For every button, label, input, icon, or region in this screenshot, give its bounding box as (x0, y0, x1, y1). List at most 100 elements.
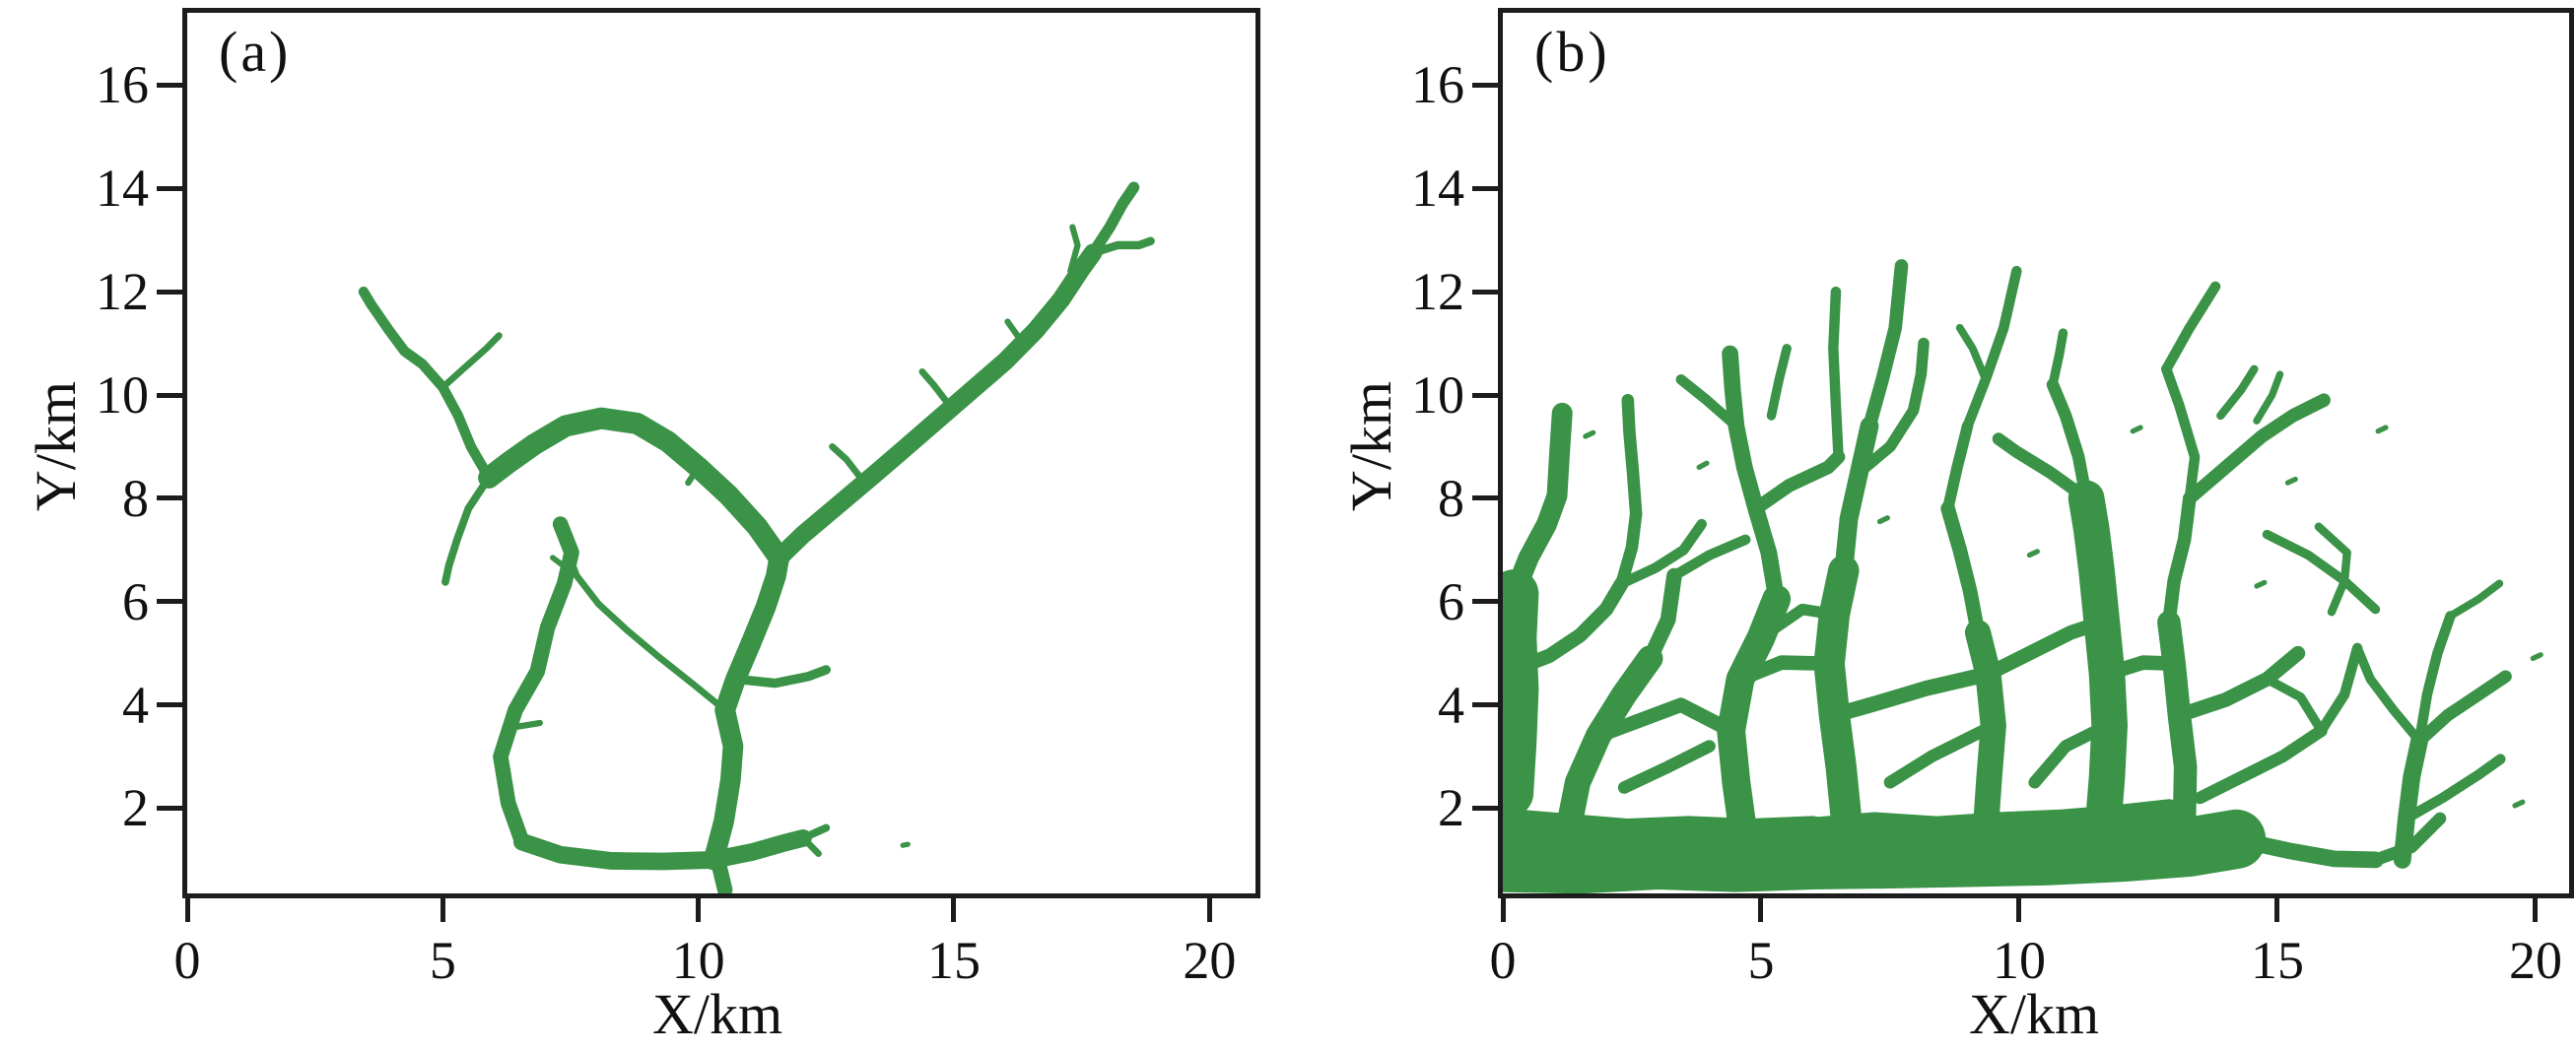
channel-b60-tip-diag2 (2253, 370, 2284, 425)
y-tick-label: 2 (1438, 778, 1464, 838)
panel-label-b: (b) (1534, 20, 1610, 84)
x-tick-label: 15 (2250, 931, 2304, 990)
y-tick-mark (1472, 495, 1498, 501)
channel-b68-speck8 (2530, 652, 2543, 662)
y-tick-label: 4 (122, 675, 149, 735)
y-tick-mark (1472, 599, 1498, 605)
plot-area-a: (a) (182, 8, 1260, 898)
channel-a08-east-twig (730, 665, 831, 689)
x-tick-label: 10 (1992, 931, 2046, 990)
channel-a15-ne-twig1 (829, 443, 868, 487)
channel-b20-trunk4-up (1940, 501, 1986, 640)
channel-b11-trunk1 (1554, 645, 1663, 847)
x-axis-label-a: X/km (651, 982, 783, 1046)
y-tick-label: 10 (96, 365, 149, 425)
x-tick-label: 15 (926, 931, 981, 990)
channel-network-map-a (358, 181, 1155, 893)
channel-b17-spike-tall (1863, 259, 1909, 433)
channel-b56-east-br5 (2446, 579, 2504, 621)
channel-b58-gap-diag2 (2314, 522, 2351, 617)
channel-a02-bottom-fork-ne (799, 823, 831, 842)
channel-a18-nw-wide (478, 407, 790, 569)
y-tick-label: 14 (96, 159, 149, 219)
x-tick-mark (1758, 898, 1764, 922)
y-tick-mark (157, 82, 182, 88)
channel-b26-trunk5-tip (2048, 328, 2068, 390)
x-tick-mark (440, 898, 445, 922)
y-tick-label: 12 (96, 262, 149, 322)
channel-b44-mesh-8 (1883, 719, 2000, 789)
channel-a19-nw-stub (685, 464, 702, 487)
channel-b42-mesh-6 (2172, 645, 2306, 723)
y-tick-mark (157, 392, 182, 398)
x-tick-mark (2016, 898, 2022, 922)
channel-b04-band-ext (2227, 830, 2384, 869)
x-axis-label-b: X/km (1968, 982, 2100, 1046)
x-tick-mark (696, 898, 702, 922)
channel-b40-mesh-4 (1981, 615, 2110, 682)
channel-b18-spike-left (1828, 286, 1844, 463)
panel-label-a: (a) (219, 20, 292, 84)
x-tick-label: 0 (173, 931, 201, 990)
channel-a12-ne-tip-main (1087, 181, 1140, 259)
x-tick-label: 10 (671, 931, 725, 990)
channel-b62-speck2 (1876, 515, 1890, 525)
channel-b54-east-br3 (2352, 643, 2424, 747)
channel-b16-trunk3-up (1834, 417, 1879, 580)
channel-a22-nw-descender (441, 473, 493, 586)
x-tick-label: 5 (429, 931, 456, 990)
plot-area-b: (b) (1498, 8, 2574, 898)
x-tick-label: 20 (1183, 931, 1237, 990)
channel-b02-band-top-west (1503, 808, 1826, 845)
x-tick-mark (2274, 898, 2280, 922)
channel-b46-mesh-10 (1755, 603, 1841, 644)
channel-b47-mesh-11 (1668, 534, 1751, 581)
channel-b37-mesh-1 (1591, 697, 1738, 744)
y-tick-mark (1472, 805, 1498, 811)
x-tick-mark (1206, 898, 1212, 922)
channel-a01-bottom-channel (512, 828, 812, 871)
x-tick-mark (2533, 898, 2539, 922)
panel-b: (b) X/km Y/km 0 5 10 15 20 2 4 6 8 10 12 14 16 (1288, 0, 2576, 1052)
channel-a17-ne-twig3 (1004, 318, 1027, 347)
channel-a14-ne-tip-up (1067, 224, 1081, 275)
x-tick-label: 5 (1747, 931, 1775, 990)
channel-a03-bottom-fork-se (799, 834, 822, 858)
y-tick-mark (1472, 185, 1498, 191)
y-tick-label: 8 (1438, 468, 1464, 528)
channel-b01-bottom-band (1503, 809, 2267, 893)
channel-b28-trunk6-up (2162, 492, 2197, 629)
channel-b61-speck1 (1696, 460, 1710, 471)
channel-b49-mesh-13 (2316, 642, 2363, 737)
x-tick-mark (1500, 898, 1506, 922)
channel-b06-left-blob (1503, 568, 1539, 818)
y-tick-label: 6 (122, 571, 149, 631)
channel-b66-speck6 (2375, 425, 2389, 434)
channel-b67-speck7 (2512, 799, 2526, 809)
y-tick-mark (1472, 702, 1498, 708)
channel-a13-ne-tip-east (1088, 236, 1155, 258)
y-tick-mark (1472, 289, 1498, 295)
channel-b43-mesh-7 (1617, 740, 1716, 794)
channel-a11-main-ne (770, 243, 1103, 567)
channel-b51-east-trunk (2393, 732, 2428, 869)
channel-a21-nw-twig (439, 332, 503, 391)
channel-b35-ne-channel (2183, 393, 2331, 505)
x-tick-mark (951, 898, 957, 922)
channel-b10-left-fork (1616, 518, 1707, 589)
x-tick-label: 0 (1489, 931, 1517, 990)
channel-b64-speck4 (2254, 579, 2268, 589)
channel-a06-loop-twig (505, 719, 543, 732)
channel-b36-twig-nw (1675, 374, 1742, 431)
y-tick-mark (1472, 82, 1498, 88)
y-tick-mark (157, 185, 182, 191)
y-tick-label: 12 (1411, 262, 1464, 322)
channel-b41-mesh-5 (2099, 655, 2182, 682)
channel-b29-trunk6-top (2161, 363, 2201, 504)
y-tick-mark (157, 599, 182, 605)
channel-a05-west-loop (493, 516, 579, 850)
channel-a09-thin-loop (565, 549, 729, 714)
panel-a: (a) X/km Y/km 0 5 10 15 20 2 4 6 8 10 12 14 16 (24, 8, 1260, 1046)
channel-b24-trunk5 (2068, 480, 2129, 847)
y-tick-label: 14 (1411, 159, 1464, 219)
